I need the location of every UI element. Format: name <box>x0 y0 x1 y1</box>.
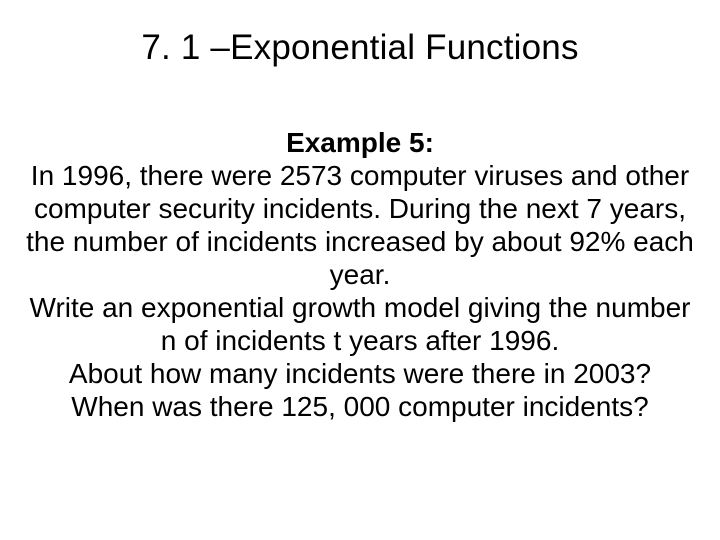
slide-title: 7. 1 –Exponential Functions <box>18 28 702 68</box>
example-label: Example 5: <box>18 126 702 159</box>
slide-container: 7. 1 –Exponential Functions Example 5: I… <box>0 0 720 540</box>
paragraph-4: When was there 125, 000 computer inciden… <box>18 390 702 423</box>
paragraph-3: About how many incidents were there in 2… <box>18 357 702 390</box>
slide-body: Example 5: In 1996, there were 2573 comp… <box>18 126 702 423</box>
paragraph-2: Write an exponential growth model giving… <box>18 291 702 357</box>
paragraph-1: In 1996, there were 2573 computer viruse… <box>18 159 702 291</box>
